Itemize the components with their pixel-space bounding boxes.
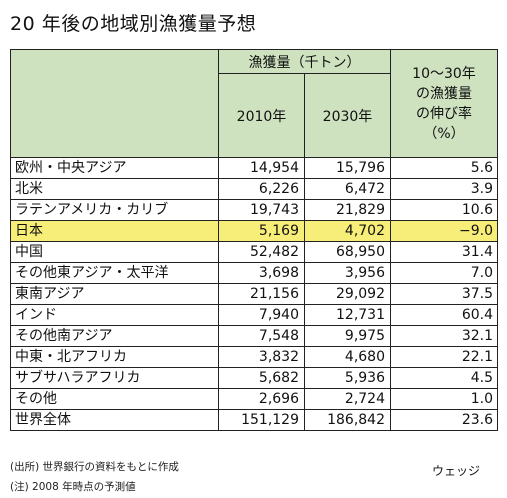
table-row: 中国 52,482 68,950 31.4 [10,241,498,263]
table-row: サブサハラアフリカ 5,682 5,936 4.5 [10,367,498,389]
catch-2010-cell: 6,226 [218,178,305,200]
table-row-total: 世界全体 151,129 186,842 23.6 [10,409,498,431]
region-cell: 世界全体 [10,409,219,431]
catch-2010-cell: 21,156 [218,283,305,305]
growth-rate-cell: 3.9 [390,178,498,200]
catch-2030-cell: 15,796 [304,157,391,179]
catch-2030-cell: 29,092 [304,283,391,305]
catch-group-header: 漁獲量（千トン） [218,49,391,74]
table-row: インド 7,940 12,731 60.4 [10,304,498,326]
growth-rate-cell: 10.6 [390,199,498,221]
catch-2010-cell: 3,698 [218,262,305,284]
growth-rate-cell: 32.1 [390,325,498,347]
region-cell: その他東アジア・太平洋 [10,262,219,284]
catch-2030-cell: 21,829 [304,199,391,221]
growth-rate-cell: 60.4 [390,304,498,326]
header-corner-cell [10,49,219,158]
growth-rate-cell: 5.6 [390,157,498,179]
region-cell: 欧州・中央アジア [10,157,219,179]
catch-2010-cell: 19,743 [218,199,305,221]
table-row: 中東・北アフリカ 3,832 4,680 22.1 [10,346,498,368]
table-row: その他東アジア・太平洋 3,698 3,956 7.0 [10,262,498,284]
region-cell: 東南アジア [10,283,219,305]
growth-rate-cell: 1.0 [390,388,498,410]
catch-forecast-table: 漁獲量（千トン） 10～30年 の漁獲量 の伸び率 （%） 2010年 2030… [10,49,498,431]
growth-rate-cell: 37.5 [390,283,498,305]
table-row: 北米 6,226 6,472 3.9 [10,178,498,200]
table-row: 欧州・中央アジア 14,954 15,796 5.6 [10,157,498,179]
catch-2030-cell: 9,975 [304,325,391,347]
region-cell: 中国 [10,241,219,263]
growth-rate-cell: −9.0 [390,220,498,242]
growth-rate-cell: 23.6 [390,409,498,431]
publisher-logo: ウェッジ [432,464,481,478]
catch-2030-cell: 5,936 [304,367,391,389]
catch-2030-cell: 4,680 [304,346,391,368]
growth-rate-header-line: （%） [423,125,465,142]
region-cell: その他南アジア [10,325,219,347]
region-cell: ラテンアメリカ・カリブ [10,199,219,221]
growth-rate-header-line: 10～30年 [412,65,476,82]
footnote: (注) 2008 年時点の予測値 [10,481,136,493]
year-2030-header: 2030年 [304,73,391,158]
region-cell: サブサハラアフリカ [10,367,219,389]
table-row-highlighted: 日本 5,169 4,702 −9.0 [10,220,498,242]
catch-2010-cell: 5,682 [218,367,305,389]
region-cell: 日本 [10,220,219,242]
region-cell: 中東・北アフリカ [10,346,219,368]
catch-2010-cell: 151,129 [218,409,305,431]
catch-2010-cell: 7,548 [218,325,305,347]
region-cell: その他 [10,388,219,410]
table-row: その他 2,696 2,724 1.0 [10,388,498,410]
page-title: 20 年後の地域別漁獲量予想 [10,13,257,35]
catch-2010-cell: 2,696 [218,388,305,410]
growth-rate-cell: 22.1 [390,346,498,368]
catch-2010-cell: 14,954 [218,157,305,179]
catch-2030-cell: 6,472 [304,178,391,200]
growth-rate-header-line: の伸び率 [416,105,472,122]
growth-rate-cell: 4.5 [390,367,498,389]
growth-rate-header-line: の漁獲量 [416,85,472,102]
table-row: その他南アジア 7,548 9,975 32.1 [10,325,498,347]
growth-rate-cell: 31.4 [390,241,498,263]
growth-rate-cell: 7.0 [390,262,498,284]
catch-2030-cell: 4,702 [304,220,391,242]
catch-2030-cell: 3,956 [304,262,391,284]
table-row: 東南アジア 21,156 29,092 37.5 [10,283,498,305]
table-row: ラテンアメリカ・カリブ 19,743 21,829 10.6 [10,199,498,221]
catch-2010-cell: 5,169 [218,220,305,242]
growth-rate-header: 10～30年 の漁獲量 の伸び率 （%） [390,49,498,158]
source-note: (出所) 世界銀行の資料をもとに作成 [10,461,179,473]
year-2010-header: 2010年 [218,73,305,158]
catch-2030-cell: 12,731 [304,304,391,326]
region-cell: インド [10,304,219,326]
catch-2030-cell: 186,842 [304,409,391,431]
catch-2030-cell: 68,950 [304,241,391,263]
region-cell: 北米 [10,178,219,200]
catch-2010-cell: 3,832 [218,346,305,368]
catch-2030-cell: 2,724 [304,388,391,410]
catch-2010-cell: 52,482 [218,241,305,263]
catch-2010-cell: 7,940 [218,304,305,326]
